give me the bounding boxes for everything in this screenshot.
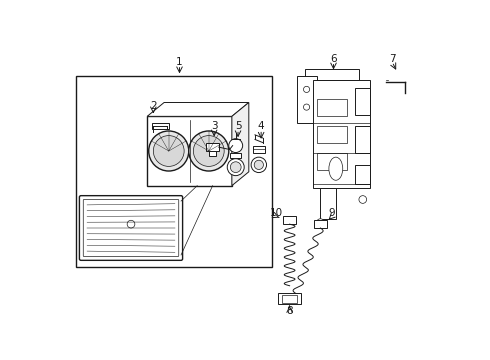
Bar — [230, 153, 241, 158]
Circle shape — [229, 139, 243, 153]
Bar — [314, 220, 326, 228]
Circle shape — [317, 219, 324, 226]
Bar — [313, 80, 370, 188]
Circle shape — [227, 159, 244, 176]
Text: 6: 6 — [330, 54, 337, 64]
Bar — [253, 145, 265, 153]
Bar — [282, 295, 297, 303]
Text: 8: 8 — [286, 306, 293, 316]
Text: 9: 9 — [329, 208, 335, 217]
Text: 5: 5 — [235, 121, 242, 131]
Text: 10: 10 — [270, 208, 283, 217]
Bar — [320, 188, 336, 219]
Bar — [355, 126, 370, 153]
Ellipse shape — [329, 157, 343, 180]
Polygon shape — [232, 103, 249, 186]
Circle shape — [127, 220, 135, 228]
Text: 1: 1 — [176, 58, 183, 67]
Bar — [152, 122, 169, 129]
Bar — [278, 293, 301, 304]
Circle shape — [303, 86, 310, 93]
Circle shape — [230, 162, 241, 172]
Text: 2: 2 — [150, 101, 157, 111]
Circle shape — [303, 104, 310, 110]
Bar — [317, 126, 347, 143]
Bar — [317, 99, 347, 116]
Text: 4: 4 — [258, 121, 265, 131]
Circle shape — [149, 131, 189, 171]
Circle shape — [359, 195, 367, 203]
FancyBboxPatch shape — [79, 195, 183, 260]
Bar — [355, 165, 370, 184]
Circle shape — [194, 136, 224, 166]
Circle shape — [251, 157, 267, 172]
Bar — [355, 88, 370, 115]
Bar — [297, 76, 317, 122]
Circle shape — [189, 131, 229, 171]
Polygon shape — [147, 103, 249, 116]
Text: 7: 7 — [389, 54, 395, 64]
Bar — [147, 116, 232, 186]
Circle shape — [254, 160, 264, 170]
Bar — [76, 76, 272, 266]
Circle shape — [153, 136, 184, 166]
Bar — [206, 143, 219, 151]
Bar — [283, 216, 296, 224]
Bar — [209, 151, 217, 156]
Bar — [317, 153, 347, 170]
Text: 3: 3 — [211, 121, 218, 131]
Bar — [305, 69, 359, 80]
